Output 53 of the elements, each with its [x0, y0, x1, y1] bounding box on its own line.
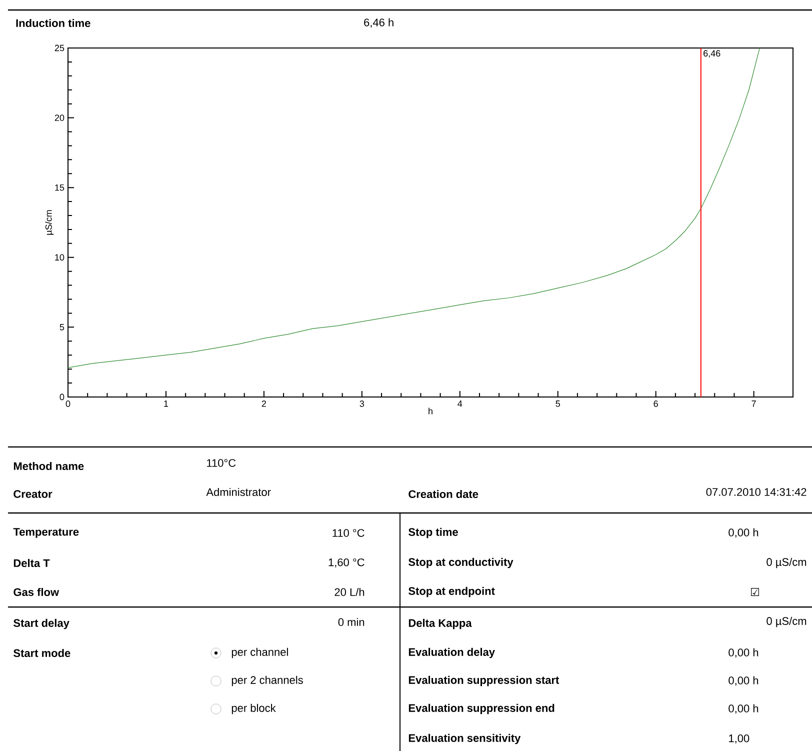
x-axis-title: h — [428, 408, 432, 414]
text: 1,60 °C — [328, 558, 364, 568]
text: 0,00 h — [728, 704, 758, 714]
y-tick-label: 15 — [55, 184, 64, 191]
text: 1,00 — [729, 734, 750, 744]
text: 0,00 h — [728, 648, 758, 658]
text: ☑ — [751, 588, 759, 596]
text: Evaluation suppression end — [408, 704, 554, 714]
text: 20 L/h — [334, 588, 364, 596]
text: 0 µS/cm — [766, 558, 806, 568]
x-tick-label: 0 — [66, 400, 70, 407]
x-tick-label: 1 — [164, 400, 168, 407]
text: Administrator — [206, 488, 271, 496]
chart-title: Induction time — [16, 18, 90, 28]
text: Evaluation delay — [408, 648, 495, 658]
text: Temperature — [13, 528, 79, 538]
chart-subtitle: 6,46 h — [364, 18, 394, 28]
text: per block — [232, 704, 276, 714]
text: Stop at endpoint — [408, 586, 495, 598]
text: Evaluation sensitivity — [408, 734, 521, 744]
x-tick-label: 2 — [262, 400, 266, 407]
y-axis-title: µS/cm — [45, 210, 54, 235]
x-tick-label: 3 — [360, 400, 364, 407]
text: Gas flow — [14, 588, 60, 596]
x-tick-label: 6 — [654, 400, 658, 407]
text: Start mode — [14, 648, 70, 658]
text: Delta Kappa — [408, 618, 472, 630]
text: 0 min — [338, 618, 364, 626]
text: Creation date — [408, 490, 478, 498]
y-tick-label: 5 — [60, 324, 64, 330]
y-tick-label: 20 — [54, 114, 64, 121]
y-tick-label: 10 — [55, 254, 64, 261]
text: Creator — [14, 490, 52, 498]
text: per channel — [232, 648, 288, 658]
text: 110 °C — [332, 529, 364, 537]
text: 0 µS/cm — [766, 616, 806, 628]
text: 0,00 h — [728, 676, 758, 686]
y-tick-label: 25 — [54, 44, 64, 52]
x-tick-label: 5 — [556, 400, 560, 407]
text: Delta T — [14, 558, 50, 568]
y-tick-label: 0 — [60, 394, 64, 400]
text: 0,00 h — [728, 528, 758, 538]
text: 110°C — [207, 459, 236, 467]
x-tick-label: 7 — [752, 400, 756, 407]
text: Stop at conductivity — [408, 558, 514, 568]
text: Stop time — [408, 528, 458, 538]
text: Method name — [14, 462, 84, 470]
ref-line-label: 6,46 — [704, 50, 720, 58]
text: Start delay — [14, 618, 70, 630]
text: per 2 channels — [232, 676, 303, 686]
text: Evaluation suppression start — [408, 676, 560, 686]
x-tick-label: 4 — [458, 400, 462, 407]
text: 07.07.2010 14:31:42 — [706, 488, 806, 496]
